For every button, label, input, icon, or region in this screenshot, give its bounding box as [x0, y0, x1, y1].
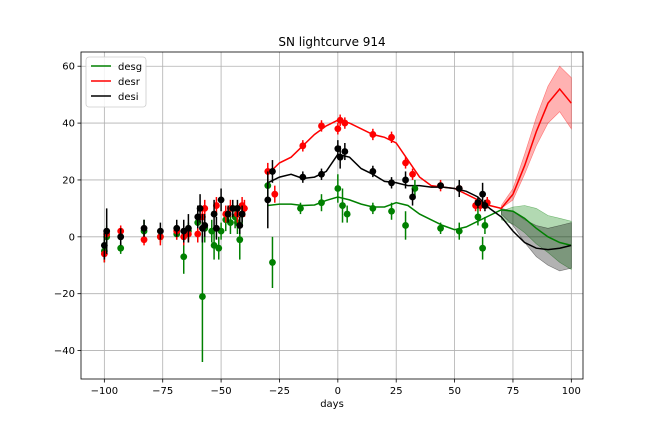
x-tick-label: 75 [507, 386, 520, 397]
point-desg [318, 199, 325, 207]
point-desr [334, 125, 342, 133]
x-tick-label: −25 [269, 386, 290, 397]
point-desi [336, 153, 344, 161]
point-desr [369, 131, 377, 138]
point-desi [217, 196, 225, 204]
point-desi [201, 222, 209, 229]
point-desi [388, 179, 395, 187]
point-desg [437, 224, 444, 232]
point-desg [180, 253, 188, 261]
point-desg [474, 213, 482, 221]
point-desi [455, 185, 463, 192]
point-desi [140, 224, 148, 232]
x-tick-label: 0 [335, 386, 341, 397]
axis-ticks: −100 −75 −50 −25 0 25 50 75 100 −40 −20 0 20 40 60 [54, 62, 581, 397]
point-desi [185, 224, 192, 232]
point-desi [318, 170, 325, 178]
point-desi [210, 210, 218, 218]
chart-title: SN lightcurve 914 [278, 35, 385, 49]
point-desi [224, 210, 232, 218]
point-desi [402, 176, 409, 184]
point-desg [269, 259, 276, 266]
x-tick-label: 25 [390, 386, 403, 397]
point-desr [194, 230, 202, 238]
point-desi [196, 204, 204, 212]
point-desg [369, 204, 377, 212]
point-desi [229, 204, 237, 212]
x-tick-label: −50 [211, 386, 232, 397]
point-desi [481, 202, 489, 209]
y-tick-label: 60 [62, 62, 75, 73]
x-tick-label: −100 [91, 386, 118, 397]
point-desi [173, 224, 181, 232]
point-desi [234, 204, 241, 212]
point-desg [479, 244, 486, 252]
point-desr [299, 142, 307, 150]
point-desg [215, 244, 223, 252]
point-desr [201, 204, 209, 212]
point-desr [271, 190, 279, 198]
point-desg [199, 293, 206, 300]
point-desr [409, 170, 416, 178]
model-line-desr [267, 87, 572, 210]
point-desi [474, 199, 482, 207]
data-points [100, 114, 491, 362]
plot-frame [80, 51, 584, 380]
point-desi [479, 190, 486, 198]
point-desg [297, 204, 304, 212]
y-tick-label: 20 [62, 175, 75, 186]
x-tick-label: 50 [448, 386, 461, 397]
point-desi [409, 193, 416, 201]
point-desg [339, 202, 346, 209]
legend: desg desr desi [85, 56, 147, 108]
point-desi [341, 148, 349, 155]
legend-label-desg: desg [118, 62, 142, 73]
legend-frame [85, 56, 147, 108]
band-desg [501, 205, 572, 271]
point-desi [238, 210, 246, 218]
point-desi [103, 227, 111, 235]
y-tick-label: 0 [69, 232, 75, 243]
x-tick-label: 100 [562, 386, 581, 397]
legend-label-desr: desr [118, 77, 141, 88]
point-desi [299, 173, 307, 181]
legend-label-desi: desi [118, 92, 139, 103]
point-desg [481, 222, 489, 229]
point-desi [117, 233, 125, 241]
point-desr [388, 133, 395, 141]
point-desr [140, 236, 148, 244]
point-desi [269, 168, 276, 175]
point-desg [455, 227, 463, 235]
point-desi [213, 224, 220, 232]
point-desr [341, 119, 349, 127]
point-desi [369, 168, 377, 175]
point-desg [402, 222, 409, 229]
point-desg [343, 210, 351, 218]
y-tick-label: −20 [54, 289, 75, 300]
point-desr [402, 159, 409, 167]
point-desr [318, 122, 325, 130]
y-tick-label: −40 [54, 346, 75, 357]
point-desi [437, 182, 444, 190]
point-desg [117, 244, 125, 252]
point-desi [264, 196, 272, 204]
point-desg [334, 185, 342, 192]
x-axis-label: days [320, 399, 344, 410]
point-desi [236, 222, 244, 229]
model-bands [501, 65, 572, 272]
point-desg [388, 207, 395, 215]
x-tick-label: −75 [152, 386, 173, 397]
band-desr [501, 65, 572, 209]
point-desi [156, 227, 164, 235]
point-desg [236, 236, 244, 244]
y-tick-label: 40 [62, 119, 75, 130]
